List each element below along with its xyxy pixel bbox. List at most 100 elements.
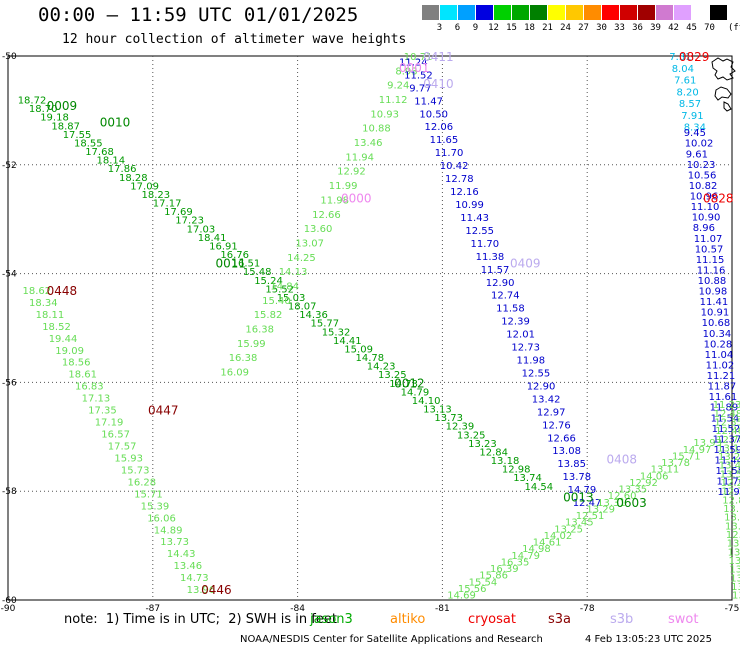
pass-time-label: 0000 [341,191,372,205]
wave-height-value: 17.68 [85,147,114,158]
wave-height-value: 18.56 [62,358,91,369]
legend-label: 42 [668,23,679,33]
wave-height-value: 11.98 [320,195,349,206]
legend-label: 33 [614,23,625,33]
wave-height-value: 13.93 [693,438,722,449]
track-desc-0009: 18.7218.7019.1818.8717.5518.5517.6818.14… [18,96,553,493]
wave-height-value: 14.41 [333,336,362,347]
wave-height-value: 18.61 [68,370,97,381]
wave-height-value: 10.56 [688,170,717,181]
wave-height-value: 13.73 [160,537,189,548]
lon-tick-label: -84 [290,604,305,614]
wave-height-value: 15.52 [265,284,294,295]
lat-tick-label: -60 [2,596,17,606]
wave-height-value: 11.90 [718,487,740,498]
wave-height-value: 13.80 [729,556,740,567]
wave-height-value: 18.62 [23,286,52,297]
legend-swatch [674,5,691,20]
wave-height-value: 15.40 [262,296,291,307]
satellite-legend: jason3 altiko cryosat s3a s3b swot [0,612,740,630]
wave-height-value: 16.51 [232,259,261,270]
wave-height-value: 14.10 [412,396,441,407]
satellite-name: s3b [610,612,634,627]
wave-height-value: 16.35 [501,557,530,568]
wave-height-value: 18.41 [198,233,227,244]
wave-height-value: 12.90 [527,381,556,392]
pass-time-label: 0001 [399,61,430,75]
wave-height-value: 13.58 [720,469,740,480]
wave-height-value: 12.90 [486,278,515,289]
lon-tick-label: -90 [1,604,16,614]
wave-height-value: 10.34 [703,329,732,340]
wave-height-value: 12.98 [502,465,531,476]
wave-height-value: 10.02 [685,139,714,150]
wave-height-value: 16.91 [209,241,238,252]
legend-swatch [584,5,601,20]
wave-height-value: 12.92 [337,167,366,178]
wave-height-value: 14.69 [447,591,476,602]
lat-tick-label: -50 [2,52,17,62]
wave-height-value: 11.24 [399,57,428,68]
wave-height-value: 14.97 [683,445,712,456]
wave-height-value: 11.23 [713,400,740,411]
pass-time-label: 0009 [47,99,78,113]
wave-height-value: 15.54 [469,577,498,588]
wave-height-value: 13.14 [717,443,740,454]
wave-height-value: 13.86 [730,573,740,584]
wave-height-value: 16.38 [245,325,274,336]
coastline [723,101,732,112]
wave-height-value: 16.38 [229,353,258,364]
legend-label: 18 [524,23,535,33]
wave-height-value: 15.56 [458,584,487,595]
wave-height-value: 18.14 [97,156,126,167]
track-desc-0829-cyan: 7.318.047.618.208.577.918.34 [669,52,706,134]
wave-height-value: 18.72 [18,96,47,107]
map-frame [7,55,733,601]
wave-height-value: 10.88 [362,124,391,135]
wave-height-value: 10.71 [404,52,433,63]
lat-tick-label: -58 [2,487,17,497]
wave-height-value: 12.92 [629,478,658,489]
wave-height-value: 10.91 [701,308,730,319]
pass-time-label: 0011 [216,257,247,271]
wave-height-value: 19.44 [49,334,78,345]
legend-swatch [566,5,583,20]
wave-height-value: 18.52 [42,322,71,333]
legend-label: 3 [436,23,443,33]
lat-tick-label: -56 [2,378,17,388]
wave-height-value: 17.03 [187,224,216,235]
wave-height-value: 11.37 [713,434,740,445]
legend-swatch [440,5,457,20]
wave-height-value: 8.34 [684,123,706,134]
track-desc-0828: 11.2312.4812.3512.4612.7813.1413.2513.42… [713,400,740,601]
wave-height-value: 14.78 [356,353,385,364]
wave-height-value: 12.47 [573,498,602,509]
wave-height-value: 11.61 [709,392,738,403]
lon-tick-label: -78 [580,604,595,614]
wave-height-value: 11.98 [517,356,546,367]
wave-height-value: 13.73 [434,413,463,424]
wave-height-value: 10.57 [695,244,724,255]
wave-height-value: 10.28 [704,339,733,350]
wave-height-value: 11.43 [460,213,489,224]
wave-height-value: 13.29 [732,591,740,602]
legend-swatch [512,5,529,20]
legend-swatch [422,5,439,20]
wave-height-value: 13.60 [304,224,333,235]
wave-height-value: 12.01 [506,330,535,341]
wave-height-value: 13.35 [619,485,648,496]
wave-height-value: 12.06 [425,122,454,133]
coastline-land [711,57,736,112]
wave-height-value: 9.61 [686,149,708,160]
lat-tick-label: -52 [2,161,17,171]
wave-height-value: 14.36 [299,310,328,321]
wave-height-value: 16.06 [147,513,176,524]
wave-height-value: 14.25 [287,253,316,264]
coastline [714,86,732,101]
pass-time-label: 0446 [201,583,232,597]
wave-height-value: 13.10 [723,504,740,515]
wave-height-value: 15.71 [672,452,701,463]
wave-height-value: 11.54 [711,413,740,424]
wave-height-value: 14.43 [167,549,196,560]
wave-height-value: 18.55 [74,138,103,149]
